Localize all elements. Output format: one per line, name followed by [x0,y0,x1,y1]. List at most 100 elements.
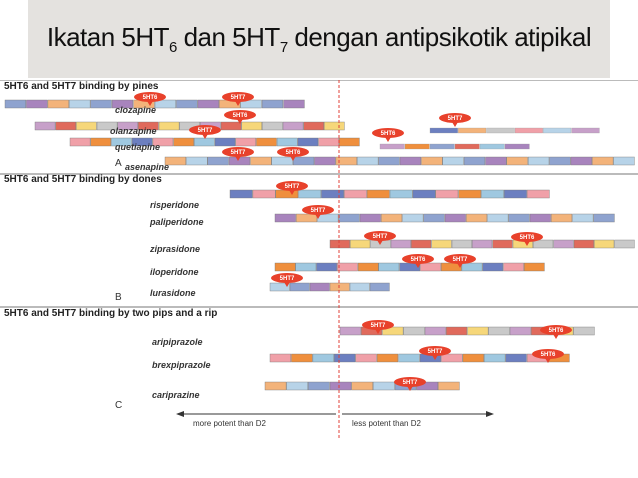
receptor-binding-segment [229,189,253,199]
receptor-binding-segment [479,143,505,150]
receptor-binding-segment [429,127,458,134]
receptor-binding-segment [344,189,367,199]
receptor-binding-segment [398,353,420,363]
receptor-tag-marker [419,346,451,356]
panel-label: C [115,400,122,411]
receptor-tag-pointer [289,190,295,195]
receptor-binding-segment [378,156,400,166]
receptor-binding-segment [594,239,615,249]
receptor-binding-segment [261,99,284,109]
receptor-binding-segment [154,99,176,109]
receptor-binding-segment [524,262,545,272]
receptor-binding-segment [334,353,356,363]
drug-label: lurasidone [150,288,196,298]
receptor-tag-pointer [545,358,551,363]
receptor-tag-label: 5HT7 [453,257,468,263]
receptor-binding-segment [312,353,334,363]
drug-label: paliperidone [149,217,204,227]
receptor-binding-segment [467,326,489,336]
receptor-binding-segment [376,353,399,363]
receptor-binding-segment [420,262,441,272]
receptor-binding-segment [463,156,486,166]
receptor-binding-segment [111,99,134,109]
receptor-tag-label: 5HT7 [448,116,463,122]
receptor-tag-label: 5HT7 [403,380,418,386]
receptor-binding-segment [314,156,336,166]
drug-label: cariprazine [152,390,200,400]
receptor-binding-segment [572,213,594,223]
receptor-tag-marker [277,147,309,157]
receptor-binding-segment [357,262,379,272]
receptor-binding-segment [402,213,424,223]
receptor-binding-segment [131,137,153,147]
receptor-binding-segment [454,143,480,150]
receptor-binding-segment [298,189,322,199]
receptor-binding-segment [553,239,574,249]
receptor-tag-label: 5HT7 [231,150,246,156]
receptor-binding-segment [90,137,111,147]
receptor-binding-segment [571,127,600,134]
receptor-tag-marker [271,273,303,283]
receptor-tag-label: 5HT6 [520,235,535,241]
title-bar: Ikatan 5HT6 dan 5HT7 dengan antipsikotik… [28,0,610,78]
receptor-tag-pointer [284,282,290,287]
receptor-tag-pointer [553,334,559,339]
receptor-binding-segment [529,213,551,223]
receptor-binding-segment [382,326,404,336]
receptor-binding-segment [26,99,48,109]
receptor-tag-pointer [457,263,463,268]
receptor-binding-segment [435,189,459,199]
receptor-tag-marker [276,181,308,191]
axis-label-more-potent: more potent than D2 [193,419,266,428]
receptor-binding-segment [438,381,460,391]
receptor-binding-segment [486,127,515,134]
receptor-binding-segment [55,121,77,131]
receptor-binding-segment [381,213,403,223]
receptor-binding-segment [366,189,390,199]
receptor-binding-segment [264,381,287,391]
receptor-binding-segment [506,156,528,166]
receptor-binding-segment [293,156,315,166]
receptor-binding-segment [528,156,550,166]
receptor-tag-marker [189,125,221,135]
slide-title: Ikatan 5HT6 dan 5HT7 dengan antipsikotik… [46,22,592,57]
receptor-binding-segment [194,137,215,147]
receptor-binding-segment [291,353,313,363]
receptor-binding-segment [351,381,374,391]
receptor-binding-segment [482,262,504,272]
receptor-binding-segment [504,189,527,199]
receptor-binding-segment [357,156,379,166]
receptor-binding-segment [90,99,112,109]
receptor-binding-segment [442,156,464,166]
receptor-binding-segment [466,213,488,223]
panel-label: A [115,158,122,169]
receptor-binding-segment [176,99,198,109]
receptor-binding-segment [269,282,290,292]
receptor-binding-segment [411,239,432,249]
receptor-binding-segment [275,189,299,199]
receptor-binding-segment [339,326,361,336]
receptor-tag-marker [439,113,471,123]
drug-label: olanzapine [110,126,157,136]
receptor-tag-marker [540,325,572,335]
receptor-tag-pointer [432,355,438,360]
receptor-binding-segment [549,156,571,166]
receptor-tag-marker [402,254,434,264]
receptor-binding-segment [317,213,339,223]
receptor-binding-segment [509,326,531,336]
receptor-tag-pointer [290,156,296,161]
receptor-binding-segment [47,99,69,109]
receptor-binding-segment [355,353,377,363]
receptor-tag-marker [222,147,254,157]
receptor-tag-marker [444,254,476,264]
receptor-binding-segment [329,282,350,292]
receptor-binding-segment [324,121,345,131]
receptor-binding-segment [378,262,400,272]
receptor-binding-segment [614,239,635,249]
receptor-binding-segment [458,127,487,134]
more-potent-arrowhead [176,411,184,417]
receptor-tag-marker [302,205,334,215]
drug-label: brexpiprazole [152,360,211,370]
receptor-binding-segment [573,326,595,336]
receptor-binding-segment [543,127,572,134]
